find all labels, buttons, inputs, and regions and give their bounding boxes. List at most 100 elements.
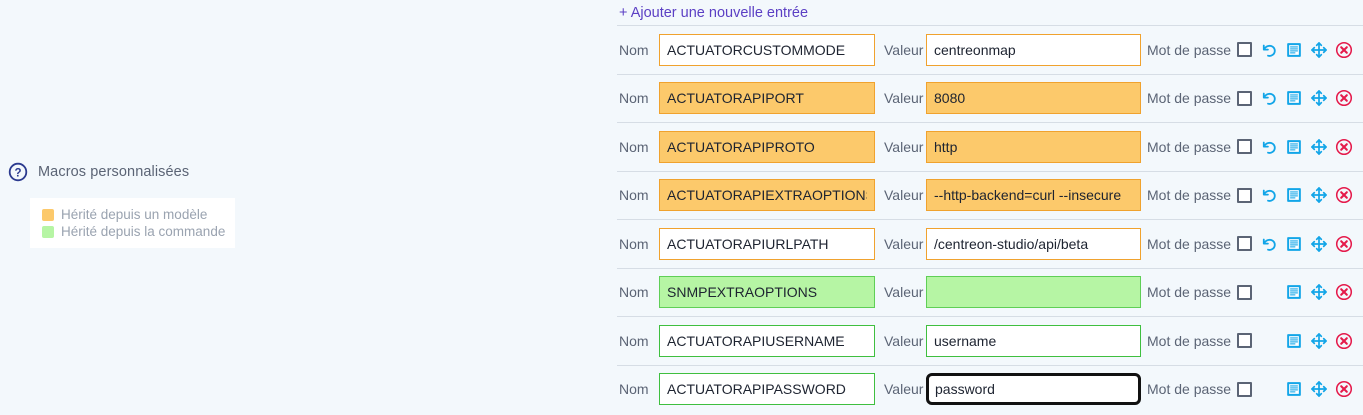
row-actions bbox=[1260, 380, 1353, 398]
password-label: Mot de passe bbox=[1147, 138, 1232, 155]
macro-row-actuatorapiusername: Nom Valeur Mot de passe bbox=[617, 316, 1363, 365]
password-checkbox[interactable] bbox=[1237, 381, 1253, 397]
move-icon[interactable] bbox=[1310, 89, 1328, 107]
description-icon[interactable] bbox=[1285, 89, 1303, 107]
add-entry-row: + Ajouter une nouvelle entrée bbox=[617, 0, 1363, 25]
description-icon[interactable] bbox=[1285, 138, 1303, 156]
password-checkbox[interactable] bbox=[1237, 139, 1253, 155]
password-label: Mot de passe bbox=[1147, 332, 1232, 349]
macro-row-actuatorcustommode: Nom Valeur Mot de passe bbox=[617, 25, 1363, 74]
macro-row-actuatorapiextraoptions: Nom Valeur Mot de passe bbox=[617, 170, 1363, 220]
name-label: Nom bbox=[619, 284, 649, 301]
move-icon[interactable] bbox=[1310, 283, 1328, 301]
password-checkbox[interactable] bbox=[1237, 42, 1253, 58]
password-label: Mot de passe bbox=[1147, 187, 1232, 204]
undo-icon[interactable] bbox=[1260, 89, 1278, 107]
description-icon[interactable] bbox=[1285, 380, 1303, 398]
delete-icon[interactable] bbox=[1335, 138, 1353, 156]
value-label: Valeur bbox=[884, 381, 924, 398]
name-label: Nom bbox=[619, 138, 649, 155]
macro-value-input[interactable] bbox=[926, 130, 1141, 163]
undo-icon[interactable] bbox=[1260, 138, 1278, 156]
delete-icon[interactable] bbox=[1335, 41, 1353, 59]
row-actions bbox=[1260, 235, 1353, 253]
macros-table: + Ajouter une nouvelle entrée Nom Valeur… bbox=[617, 0, 1363, 415]
macro-value-input[interactable] bbox=[926, 179, 1141, 212]
inheritance-legend: Hérité depuis un modèle Hérité depuis la… bbox=[30, 198, 235, 248]
password-label: Mot de passe bbox=[1147, 381, 1232, 398]
legend-item-template: Hérité depuis un modèle bbox=[42, 206, 225, 223]
row-actions bbox=[1260, 138, 1353, 156]
macro-name-input[interactable] bbox=[659, 227, 875, 260]
macro-value-input[interactable] bbox=[926, 373, 1141, 406]
value-label: Valeur bbox=[884, 90, 924, 107]
value-label: Valeur bbox=[884, 235, 924, 252]
move-icon[interactable] bbox=[1310, 380, 1328, 398]
undo-icon[interactable] bbox=[1260, 235, 1278, 253]
name-label: Nom bbox=[619, 235, 649, 252]
password-checkbox[interactable] bbox=[1237, 187, 1253, 203]
legend-label-template: Hérité depuis un modèle bbox=[61, 207, 208, 222]
macro-name-input[interactable] bbox=[659, 33, 875, 66]
description-icon[interactable] bbox=[1285, 332, 1303, 350]
password-label: Mot de passe bbox=[1147, 41, 1232, 58]
name-label: Nom bbox=[619, 332, 649, 349]
name-label: Nom bbox=[619, 41, 649, 58]
macro-rows: Nom Valeur Mot de passe bbox=[617, 25, 1363, 413]
description-icon[interactable] bbox=[1285, 235, 1303, 253]
password-label: Mot de passe bbox=[1147, 90, 1232, 107]
description-icon[interactable] bbox=[1285, 283, 1303, 301]
delete-icon[interactable] bbox=[1335, 283, 1353, 301]
delete-icon[interactable] bbox=[1335, 235, 1353, 253]
row-actions bbox=[1260, 283, 1353, 301]
add-new-entry-link[interactable]: + Ajouter une nouvelle entrée bbox=[619, 4, 809, 21]
password-checkbox[interactable] bbox=[1237, 284, 1253, 300]
password-checkbox[interactable] bbox=[1237, 333, 1253, 349]
left-column: ? Macros personnalisées Hérité depuis un… bbox=[0, 0, 610, 415]
macro-row-actuatorapiurlpath: Nom Valeur Mot de passe bbox=[617, 219, 1363, 268]
legend-label-command: Hérité depuis la commande bbox=[61, 224, 226, 239]
delete-icon[interactable] bbox=[1335, 186, 1353, 204]
move-icon[interactable] bbox=[1310, 41, 1328, 59]
value-label: Valeur bbox=[884, 41, 924, 58]
password-checkbox[interactable] bbox=[1237, 236, 1253, 252]
macro-name-input[interactable] bbox=[659, 373, 875, 406]
move-icon[interactable] bbox=[1310, 138, 1328, 156]
description-icon[interactable] bbox=[1285, 186, 1303, 204]
password-label: Mot de passe bbox=[1147, 235, 1232, 252]
row-actions bbox=[1260, 332, 1353, 350]
macro-value-input[interactable] bbox=[926, 227, 1141, 260]
macro-value-input[interactable] bbox=[926, 33, 1141, 66]
macro-value-input[interactable] bbox=[926, 276, 1141, 309]
macro-name-input[interactable] bbox=[659, 179, 875, 212]
row-actions bbox=[1260, 89, 1353, 107]
macro-row-actuatorapiport: Nom Valeur Mot de passe bbox=[617, 73, 1363, 123]
question-circle-icon[interactable]: ? bbox=[8, 162, 28, 182]
delete-icon[interactable] bbox=[1335, 332, 1353, 350]
undo-icon[interactable] bbox=[1260, 186, 1278, 204]
undo-icon[interactable] bbox=[1260, 41, 1278, 59]
legend-item-command: Hérité depuis la commande bbox=[42, 223, 225, 240]
value-label: Valeur bbox=[884, 187, 924, 204]
value-label: Valeur bbox=[884, 332, 924, 349]
macro-value-input[interactable] bbox=[926, 82, 1141, 115]
delete-icon[interactable] bbox=[1335, 380, 1353, 398]
macro-name-input[interactable] bbox=[659, 324, 875, 357]
section-header: ? Macros personnalisées bbox=[8, 162, 189, 182]
move-icon[interactable] bbox=[1310, 332, 1328, 350]
name-label: Nom bbox=[619, 187, 649, 204]
move-icon[interactable] bbox=[1310, 235, 1328, 253]
macro-row-actuatorapiproto: Nom Valeur Mot de passe bbox=[617, 122, 1363, 171]
macro-value-input[interactable] bbox=[926, 324, 1141, 357]
command-inherit-swatch bbox=[42, 225, 54, 238]
macro-row-actuatorapipassword: Nom Valeur Mot de passe bbox=[617, 364, 1363, 414]
password-checkbox[interactable] bbox=[1237, 90, 1253, 106]
macro-name-input[interactable] bbox=[659, 130, 875, 163]
description-icon[interactable] bbox=[1285, 41, 1303, 59]
macro-name-input[interactable] bbox=[659, 82, 875, 115]
delete-icon[interactable] bbox=[1335, 89, 1353, 107]
macro-name-input[interactable] bbox=[659, 276, 875, 309]
svg-text:?: ? bbox=[14, 167, 21, 179]
move-icon[interactable] bbox=[1310, 186, 1328, 204]
